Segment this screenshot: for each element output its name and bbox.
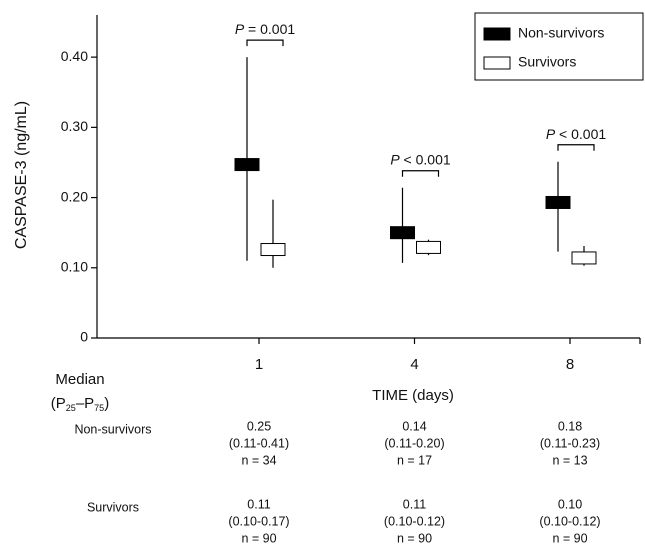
- legend-swatch: [483, 56, 511, 70]
- table-cell: (0.11-0.20): [384, 436, 444, 450]
- table-cell: 0.25: [247, 419, 271, 433]
- row-label: Survivors: [87, 500, 139, 514]
- y-axis-label: CASPASE-3 (ng/mL): [13, 101, 30, 249]
- table-cell: (0.10-0.12): [384, 514, 445, 528]
- median-box: [416, 240, 441, 254]
- table-cell: n = 13: [552, 453, 587, 467]
- legend-label: Survivors: [518, 54, 576, 70]
- y-tick-label: 0.20: [61, 188, 88, 204]
- row-label: Non-survivors: [74, 422, 151, 436]
- table-cell: n = 34: [241, 453, 276, 467]
- x-tick-label: 4: [410, 356, 418, 373]
- y-tick-label: 0.40: [61, 48, 88, 64]
- table-cell: (0.11-0.41): [229, 436, 289, 450]
- legend-box: [474, 12, 644, 81]
- table-cell: 0.14: [402, 419, 426, 433]
- significance-bracket: [401, 170, 440, 177]
- median-box: [260, 243, 286, 257]
- table-cell: n = 90: [241, 531, 276, 545]
- median-box: [571, 251, 597, 265]
- legend-label: Non-survivors: [518, 25, 604, 41]
- y-tick-label: 0.30: [61, 118, 88, 134]
- table-cell: 0.11: [247, 497, 270, 511]
- table-cell: n = 90: [397, 531, 432, 545]
- p-value: P < 0.001: [546, 125, 607, 141]
- table-cell: n = 17: [397, 453, 432, 467]
- table-cell: 0.10: [558, 497, 582, 511]
- y-tick-label: 0: [80, 329, 88, 345]
- median-box: [234, 158, 260, 172]
- significance-bracket: [246, 39, 284, 47]
- table-cell: (0.10-0.17): [228, 514, 289, 528]
- p-value: P = 0.001: [235, 21, 296, 37]
- median-box: [390, 226, 415, 240]
- table-cell: 0.11: [403, 497, 426, 511]
- table-cell: n = 90: [552, 531, 587, 545]
- table-cell: (0.11-0.23): [540, 436, 600, 450]
- x-tick-label: 1: [255, 356, 263, 373]
- x-tick-label: 8: [566, 356, 574, 373]
- table-header: Median: [55, 371, 104, 388]
- y-tick-label: 0.10: [61, 258, 88, 274]
- table-cell: (0.10-0.12): [539, 514, 600, 528]
- median-box: [545, 195, 571, 209]
- legend-swatch: [483, 27, 511, 41]
- significance-bracket: [557, 144, 595, 151]
- table-header: (P25–P75): [51, 395, 109, 413]
- p-value: P < 0.001: [390, 151, 451, 167]
- x-axis-label: TIME (days): [372, 387, 454, 404]
- table-cell: 0.18: [558, 419, 582, 433]
